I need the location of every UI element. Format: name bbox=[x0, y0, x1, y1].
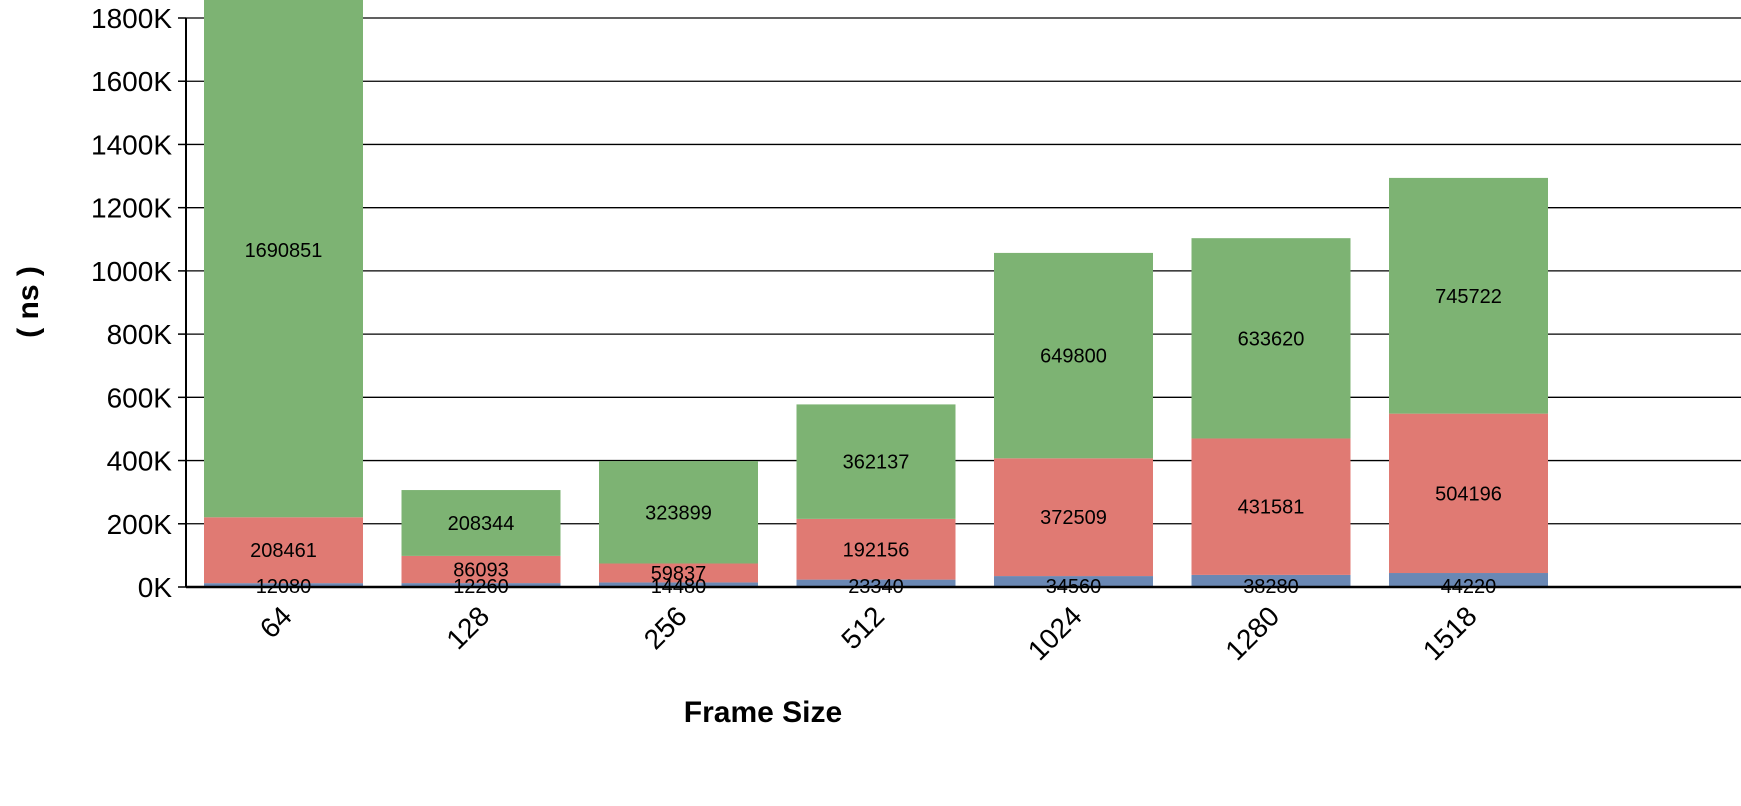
bar-segment bbox=[204, 583, 363, 587]
y-tick-label: 1400K bbox=[91, 129, 172, 160]
data-label: 23340 bbox=[848, 576, 904, 598]
data-label: 208344 bbox=[448, 513, 515, 535]
x-tick-label: 1024 bbox=[1022, 600, 1088, 666]
x-tick-label: 1280 bbox=[1219, 600, 1285, 666]
x-tick-label: 512 bbox=[835, 600, 890, 655]
y-tick-label: 200K bbox=[107, 509, 173, 540]
bar-segment bbox=[401, 583, 561, 587]
bar-segment bbox=[1191, 438, 1351, 575]
data-labels: 1208020846116908511226086093208344144805… bbox=[245, 240, 1502, 598]
data-label: 44220 bbox=[1441, 576, 1497, 598]
y-tick-label: 400K bbox=[107, 446, 173, 477]
bars bbox=[204, 0, 1548, 587]
data-label: 14480 bbox=[651, 576, 707, 598]
bar-segment bbox=[1389, 413, 1548, 574]
bar-segment bbox=[994, 576, 1153, 587]
bar-segment bbox=[1389, 177, 1548, 414]
data-label: 12260 bbox=[453, 576, 509, 598]
x-tick-label: 64 bbox=[254, 600, 298, 644]
data-label: 208461 bbox=[250, 540, 317, 562]
data-label: 362137 bbox=[843, 452, 910, 474]
data-label: 431581 bbox=[1238, 497, 1305, 519]
bar-segment bbox=[1191, 238, 1351, 439]
bar-segment bbox=[1191, 574, 1351, 587]
bar-segment bbox=[599, 563, 758, 583]
x-tick-labels: 64 128 256 512 1024 1280 1518 bbox=[254, 600, 1483, 666]
data-label: 372509 bbox=[1040, 507, 1107, 529]
bar-segment bbox=[599, 461, 758, 564]
data-label: 38280 bbox=[1243, 576, 1299, 598]
data-label: 323899 bbox=[645, 502, 712, 524]
bar-segment bbox=[204, 517, 363, 584]
y-tick-label: 1000K bbox=[91, 256, 172, 287]
data-label: 192156 bbox=[843, 539, 910, 561]
y-axis-title: ( ns ) bbox=[12, 266, 45, 338]
data-label: 633620 bbox=[1238, 328, 1305, 350]
bar-segment bbox=[796, 404, 956, 519]
bar-segment bbox=[401, 555, 561, 584]
bar-segment bbox=[1389, 573, 1548, 587]
y-tick-label: 0K bbox=[138, 572, 173, 603]
y-tick-label: 1200K bbox=[91, 193, 172, 224]
data-label: 59837 bbox=[651, 563, 707, 585]
y-tick-label: 600K bbox=[107, 382, 173, 413]
data-label: 745722 bbox=[1435, 286, 1502, 308]
x-axis-title: Frame Size bbox=[684, 696, 842, 729]
bar-segment bbox=[994, 252, 1153, 459]
y-tick-label: 1800K bbox=[91, 3, 172, 34]
data-label: 86093 bbox=[453, 560, 509, 582]
bar-segment bbox=[994, 458, 1153, 577]
data-label: 504196 bbox=[1435, 483, 1502, 505]
bar-segment bbox=[401, 490, 561, 556]
y-tick-label: 1600K bbox=[91, 66, 172, 97]
data-label: 34560 bbox=[1046, 576, 1102, 598]
axes bbox=[185, 18, 1741, 589]
bar-segment bbox=[796, 579, 956, 587]
x-tick-label: 1518 bbox=[1417, 600, 1483, 666]
bar-segment bbox=[796, 518, 956, 580]
data-label: 1690851 bbox=[245, 240, 323, 262]
bar-segment bbox=[599, 582, 758, 587]
data-label: 12080 bbox=[256, 576, 312, 598]
data-label: 649800 bbox=[1040, 346, 1107, 368]
x-tick-label: 256 bbox=[638, 600, 693, 655]
x-tick-label: 128 bbox=[440, 600, 495, 655]
y-tick-label: 800K bbox=[107, 319, 173, 350]
y-tick-labels: 0K 200K 400K 600K 800K 1000K 1200K 1400K 1600K 18… bbox=[91, 3, 172, 603]
bar-segment bbox=[204, 0, 363, 518]
